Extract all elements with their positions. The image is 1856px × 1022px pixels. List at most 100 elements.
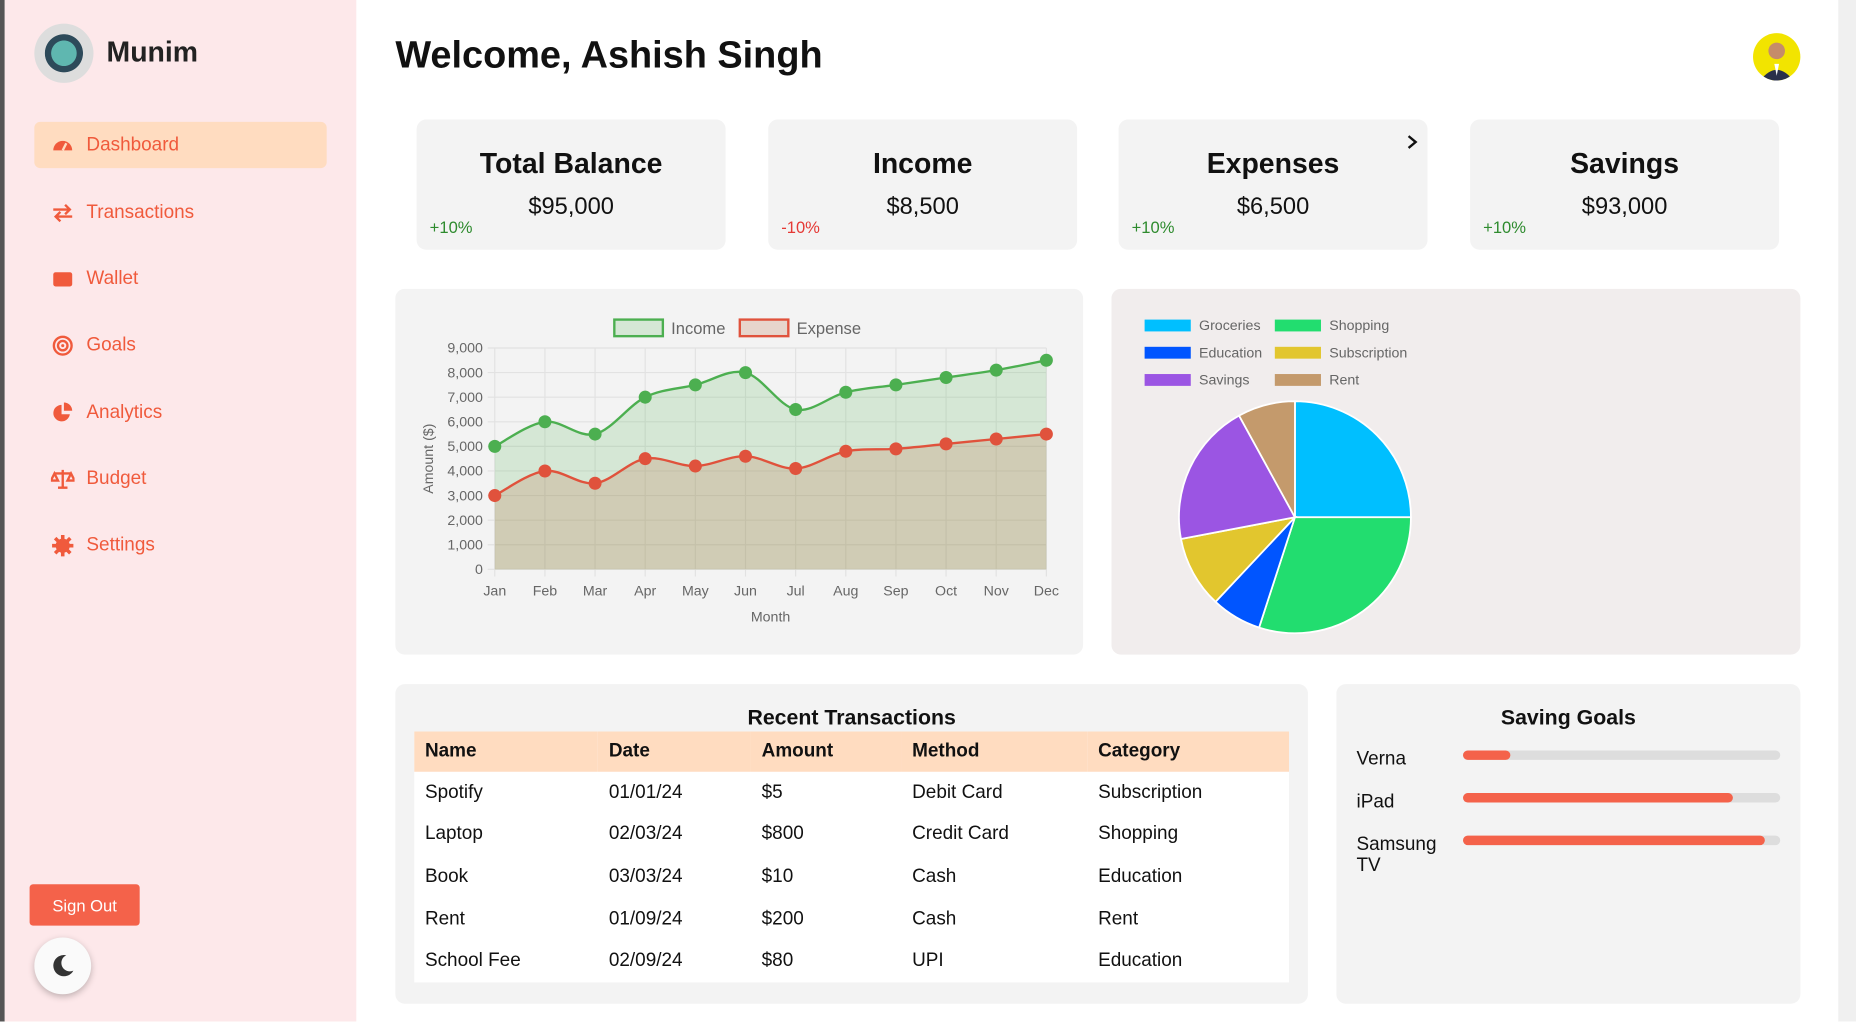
x-tick-label: Aug [833,583,858,599]
table-cell: Book [424,866,469,887]
table-cell: 02/03/24 [608,824,683,845]
progress-fill [1463,750,1511,760]
legend-swatch [1144,319,1191,332]
legend-swatch [1144,374,1191,386]
dark-mode-toggle[interactable] [34,937,92,995]
x-tick-label: Nov [984,583,1010,599]
saving-goals-title: Saving Goals [1500,705,1636,730]
sign-out-button[interactable]: Sign Out [29,884,140,926]
nav-item[interactable]: Dashboard [34,121,327,169]
nav-icon [53,401,73,421]
point [939,437,953,451]
card-title: Savings [1570,147,1680,180]
x-tick-label: Oct [935,583,957,599]
table-cell: Rent [424,908,465,929]
card-value: $8,500 [886,194,959,221]
y-tick-label: 3,000 [447,488,483,504]
table-cell: 01/09/24 [608,908,683,929]
y-axis-label: Amount ($) [421,424,437,494]
nav-icon [50,469,75,489]
legend-label: Rent [1329,373,1359,389]
point [1039,427,1053,441]
table-cell: 01/01/24 [608,782,683,803]
x-tick-label: Jan [483,583,506,599]
pie-slice [1294,400,1412,519]
nav-icon [53,140,73,151]
point [688,459,702,473]
table-header: Name Date Amount Method Category [414,731,1290,772]
window-edge [0,0,5,1022]
goal-name: Verna [1356,749,1406,770]
x-axis-label: Month [751,609,790,625]
table-row: Laptop 02/03/24 $800 Credit Card Shopping [414,814,1289,856]
point [588,427,602,441]
legend-label: Groceries [1199,318,1261,334]
table-cell: Cash [912,908,957,929]
column-header: Name [414,731,599,772]
legend-swatch [613,318,665,338]
stat-card: Savings $93,000 +10% [1470,119,1780,250]
nav-item[interactable]: Budget [34,456,326,502]
legend-label: Income [671,319,725,338]
point [889,442,903,456]
nav-item[interactable]: Analytics [34,389,326,435]
progress-fill [1463,793,1733,803]
nav-label: Goals [86,334,136,355]
column-header: Method [901,731,1088,772]
table-cell: $800 [761,824,804,845]
column-header: Amount [751,731,902,772]
point [789,461,803,476]
table-cell: $200 [761,908,804,929]
point [538,464,552,478]
legend-label: Subscription [1329,345,1407,361]
pie-slice [1179,515,1298,604]
nav-label: Settings [86,534,155,555]
avatar[interactable] [1753,33,1801,81]
nav-label: Analytics [86,401,163,422]
nav-item[interactable]: Transactions [34,189,326,235]
progress-track [1463,835,1781,846]
area [494,360,1047,570]
pie-slice [1257,516,1412,635]
page-title: Welcome, Ashish Singh [395,33,823,76]
x-tick-label: Mar [583,583,608,599]
table-cell: Education [1098,950,1183,971]
table-cell: Shopping [1098,824,1179,845]
point [488,489,502,503]
card-title: Income [872,147,973,180]
point [638,390,652,404]
pie-chart: Groceries Shopping Education Subscription Sa… [1144,318,1412,635]
table-cell: Credit Card [912,824,1009,845]
point [488,439,502,453]
transactions-table: Name Date Amount Method Category Spotify 01/01… [414,731,1290,983]
point [1039,353,1053,367]
card-chevron[interactable] [1405,134,1419,151]
x-tick-label: Jul [787,583,805,599]
point [989,432,1003,446]
point [939,371,953,385]
card-value: $6,500 [1236,194,1310,221]
card-change: -10% [781,217,820,237]
nav-item[interactable]: Settings [34,522,326,568]
table-cell: Laptop [424,824,483,845]
nav-icon [53,271,73,286]
avatar-image [1760,42,1794,81]
pie-slice [1237,400,1296,518]
y-tick-label: 7,000 [447,390,483,406]
x-tick-label: Feb [533,583,558,599]
nav-item[interactable]: Wallet [34,256,326,302]
sidebar: Munim Sign Out Dashboard Transactions Wall… [4,0,357,1022]
nav-item[interactable]: Goals [34,322,326,368]
legend-label: Expense [797,319,861,338]
y-tick-label: 4,000 [447,464,483,480]
point [839,444,853,458]
legend-label: Education [1199,345,1262,361]
x-tick-label: May [682,583,710,599]
x-tick-label: Apr [634,583,656,599]
point [738,366,753,380]
pie-chart-panel: Groceries Shopping Education Subscription Sa… [1111,288,1801,655]
table-cell: Education [1098,866,1183,887]
progress-track [1463,750,1781,760]
table-cell: 02/09/24 [608,950,683,971]
